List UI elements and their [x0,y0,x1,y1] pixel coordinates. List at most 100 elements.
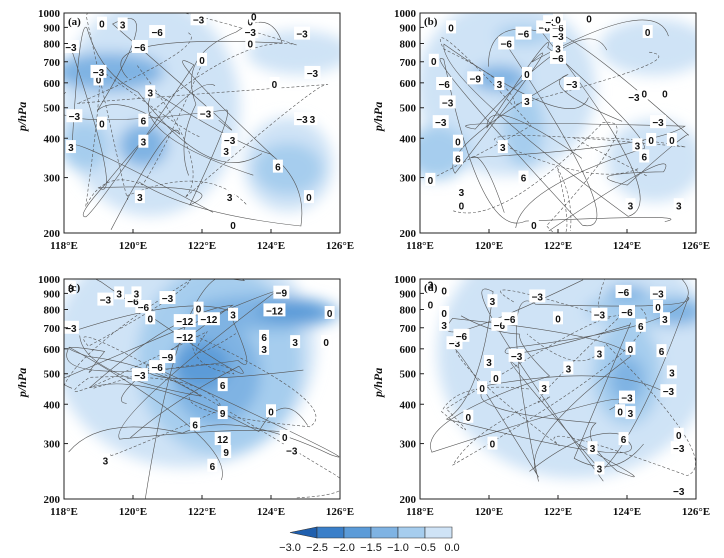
contour-label: 0 [642,25,653,39]
contour-line [441,289,610,431]
contour-label: 3 [666,365,677,379]
colorbar: −3.0 −2.5 −2.0 −1.5 −1.0 −0.5 0.0 [279,526,460,554]
contour-label-bg [266,404,276,418]
contour-label-bg [518,170,529,184]
contour-label-bg [563,361,574,375]
contour-label-bg [635,318,646,332]
contour-label-text: 0 [493,374,499,385]
y-tick-label: 600 [400,344,417,356]
contour-label-bg [307,112,318,126]
contour-label-bg [660,384,677,398]
contour-label-text: 6 [141,117,147,128]
shaded-region [606,119,696,202]
contour-label-bg [214,432,231,446]
y-tick-label: 400 [400,399,417,411]
contour-label-bg [659,312,670,326]
contour-label-text: 0 [96,75,102,86]
contour-label-text: 3 [486,358,492,369]
y-tick-label: 200 [400,494,417,506]
contour-label-bg [625,198,636,212]
contour-label-text: 3 [676,201,682,212]
contour-label-bg [131,39,148,53]
contour-label-bg [456,198,467,212]
contour-line [74,331,236,457]
contour-label: −6 [453,328,470,343]
contour-label-bg [632,138,643,152]
contour-label: −9 [467,71,484,85]
contour-label-bg [625,341,636,355]
contour-label-text: −3 [652,289,664,300]
colorbar-tick-label: 0.0 [444,542,459,554]
contour-label: 0 [96,116,107,131]
contour-label: −3 [66,109,83,123]
contour-label: 0 [452,134,463,149]
contour-label-text: −3 [245,28,257,39]
contour-label: 0 [456,198,467,212]
x-tick-label: 118°E [50,506,78,518]
contour-label-bg [490,370,501,384]
y-tick-label: 500 [44,369,61,381]
contour-lines [64,13,329,230]
contour-label-bg [515,26,532,40]
contour-label-text: 0 [448,23,454,34]
contour-line [138,91,303,227]
contour-label-text: 0 [466,413,472,424]
contour-label: 12 [214,432,231,446]
contour-label: −3 [529,289,546,303]
contour-label-text: 3 [635,141,641,152]
contour-label-text: 0 [669,136,675,147]
contour-label: 6 [656,344,667,358]
contour-label: 6 [639,149,650,164]
shaded-region [246,30,340,75]
contour-label: −12 [173,329,196,344]
contour-label-bg [456,184,467,198]
x-tick-label: 126°E [326,506,354,518]
x-tick-label: 124°E [257,506,285,518]
contour-label-text: 0 [490,440,496,451]
shaded-region [599,18,696,76]
y-tick-label: 600 [400,78,417,90]
contour-label-text: 0 [248,40,254,51]
y-axis-label: p/hPa [15,368,29,398]
contour-label-bg [642,25,653,39]
contour-label-text: 0 [676,431,682,442]
contour-label: −9 [159,350,176,364]
contour-label: 0 [193,301,204,316]
contour-label: 3 [221,143,232,158]
y-tick-label: 400 [400,133,417,145]
contour-label: 3 [290,335,301,349]
contour-label-bg [304,65,321,79]
contour-label-text: 0 [441,309,447,320]
contour-label-text: −6 [518,30,530,41]
contour-line [480,375,672,478]
contour-label-bg [159,291,176,305]
contour-label-bg [273,285,290,299]
contour-label: −3 [304,65,321,80]
contour-label-text: −6 [127,297,139,308]
contour-label: 3 [65,281,76,295]
contour-label: −3 [432,115,449,129]
contour-label: 6 [635,318,646,333]
contour-label: −12 [197,312,220,326]
contour-label-text: 6 [455,154,461,165]
contour-label-bg [425,297,436,311]
contour-label-text: −3 [200,109,212,120]
contour-label-text: −3 [93,68,105,79]
contour-label-text: 3 [292,338,298,349]
contour-label-bg [90,64,107,78]
y-tick-label: 300 [44,439,61,451]
contour-label: 3 [521,94,532,108]
contour-label: −3 [294,26,311,41]
contour-label: 0 [321,335,332,349]
contour-label-bg [97,292,114,306]
contour-label: 3 [553,41,563,56]
contour-label-text: 3 [223,147,229,158]
x-tick-label: 120°E [119,240,147,252]
contour-label-text: −12 [176,333,193,344]
contour-label-bg [425,277,436,291]
shaded-region [502,89,545,168]
y-tick-label: 800 [44,39,61,51]
contour-label: 0 [666,132,677,147]
